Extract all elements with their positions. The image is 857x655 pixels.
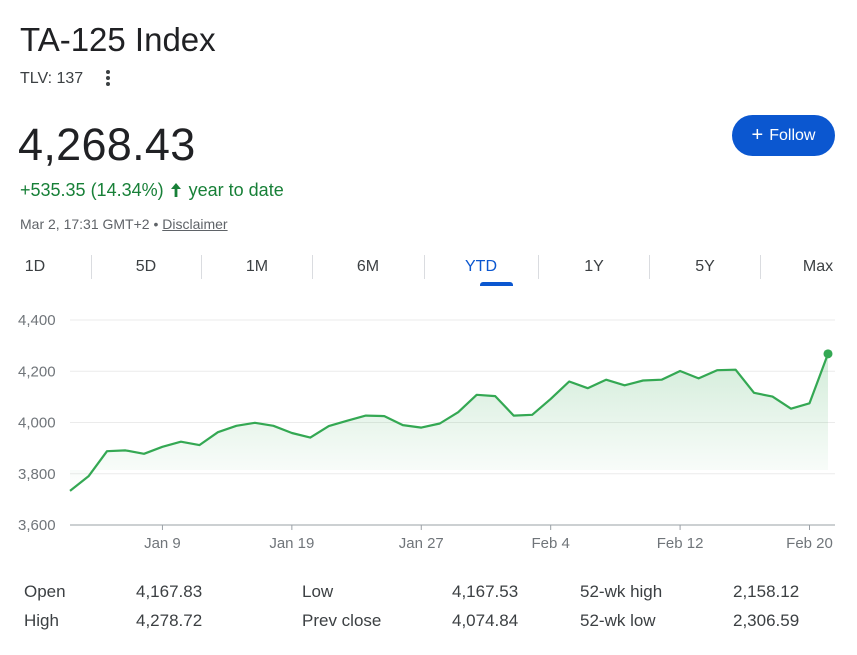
tab-5d[interactable]: 5D xyxy=(135,258,157,275)
x-tick-label: Jan 19 xyxy=(269,535,314,552)
disclaimer-link[interactable]: Disclaimer xyxy=(162,216,228,232)
stat-label-52wk-high: 52-wk high xyxy=(580,582,663,601)
arrow-up-icon xyxy=(170,183,181,197)
more-vert-icon[interactable] xyxy=(100,68,116,88)
stat-label-low: Low xyxy=(302,582,334,601)
stat-value-low: 4,167.53 xyxy=(452,582,519,601)
last-point-marker xyxy=(823,349,833,359)
x-tick-label: Feb 20 xyxy=(786,535,833,552)
stat-label-open: Open xyxy=(24,582,66,601)
tab-max[interactable]: Max xyxy=(802,258,834,275)
tab-divider xyxy=(760,255,761,279)
y-tick-label: 3,600 xyxy=(18,517,56,534)
follow-label: Follow xyxy=(769,127,816,144)
series-area xyxy=(70,353,828,491)
tab-1y[interactable]: 1Y xyxy=(584,258,604,275)
x-tick-label: Jan 27 xyxy=(399,535,444,552)
stat-value-52wk-high: 2,158.12 xyxy=(733,582,800,601)
stat-value-prev-close: 4,074.84 xyxy=(452,611,519,630)
y-tick-label: 3,800 xyxy=(18,466,56,483)
tab-divider xyxy=(538,255,539,279)
x-tick-label: Jan 9 xyxy=(144,535,181,552)
tab-5y[interactable]: 5Y xyxy=(695,258,715,275)
tab-active-indicator xyxy=(480,282,513,286)
ticker-symbol: TLV: 137 xyxy=(20,70,84,87)
stat-label-52wk-low: 52-wk low xyxy=(580,611,656,630)
range-tabs: 1D 5D 1M 6M YTD 1Y 5Y Max xyxy=(0,251,857,289)
y-axis: 3,600 3,800 4,000 4,200 4,400 xyxy=(18,312,56,534)
plus-icon: + xyxy=(751,124,764,146)
timestamp-line: Mar 2, 17:31 GMT+2 • Disclaimer xyxy=(20,215,228,233)
y-tick-label: 4,000 xyxy=(18,415,56,432)
x-tick-label: Feb 4 xyxy=(532,535,570,552)
series-line xyxy=(69,353,830,492)
page-title: TA-125 Index xyxy=(20,21,216,58)
tab-divider xyxy=(424,255,425,279)
stat-label-high: High xyxy=(24,611,59,630)
tab-ytd[interactable]: YTD xyxy=(465,258,497,275)
price-change: +535.35 (14.34%) year to date xyxy=(20,178,284,202)
stat-value-high: 4,278.72 xyxy=(136,611,203,630)
follow-button[interactable]: + Follow xyxy=(732,115,835,156)
tab-divider xyxy=(91,255,92,279)
stat-label-prev-close: Prev close xyxy=(302,611,382,630)
tab-divider xyxy=(201,255,202,279)
tab-divider xyxy=(312,255,313,279)
tab-1m[interactable]: 1M xyxy=(245,258,269,275)
tab-6m[interactable]: 6M xyxy=(356,258,380,275)
change-period: year to date xyxy=(188,180,284,200)
price-chart[interactable]: 3,600 3,800 4,000 4,200 4,400 Jan 9 Jan 19 Jan… xyxy=(0,300,857,560)
stat-value-52wk-low: 2,306.59 xyxy=(733,611,800,630)
stat-value-open: 4,167.83 xyxy=(136,582,203,601)
tab-1d[interactable]: 1D xyxy=(24,258,46,275)
current-price: 4,268.43 xyxy=(18,119,196,170)
x-tick-label: Feb 12 xyxy=(657,535,704,552)
y-tick-label: 4,200 xyxy=(18,363,56,380)
data-points xyxy=(823,349,833,359)
change-value: +535.35 (14.34%) xyxy=(20,180,164,200)
timestamp: Mar 2, 17:31 GMT+2 • xyxy=(20,216,159,232)
tab-divider xyxy=(649,255,650,279)
y-tick-label: 4,400 xyxy=(18,312,56,329)
